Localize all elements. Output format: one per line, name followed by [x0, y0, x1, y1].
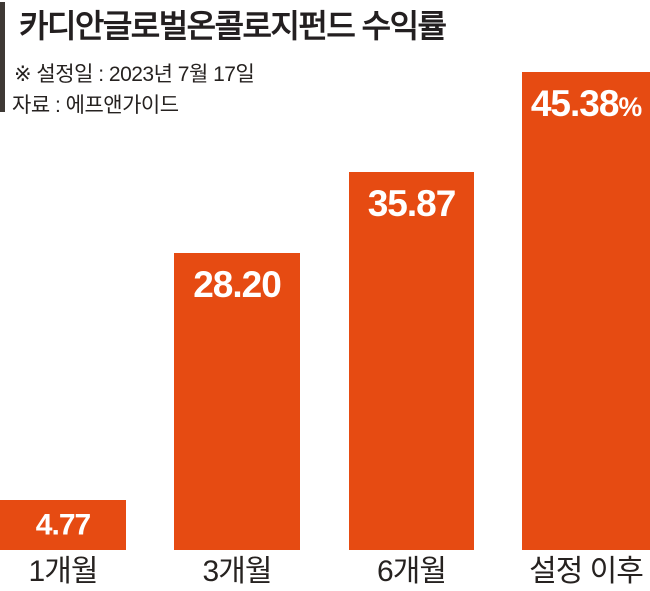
bar: 35.87: [349, 172, 474, 550]
bar-value-number: 4.77: [35, 508, 91, 542]
bar-column-6-month: 35.87 6개월: [349, 0, 474, 591]
x-axis-label: 6개월: [377, 555, 447, 588]
bar-value-number: 28.20: [193, 264, 282, 305]
bar-column-1-month: 4.77 1개월: [0, 0, 126, 591]
title-accent-bar: [0, 2, 5, 112]
percent-suffix: %: [618, 92, 642, 122]
inception-date-note: ※ 설정일 : 2023년 7월 17일: [14, 63, 255, 86]
bar: 4.77: [0, 500, 126, 550]
bar: 28.20: [174, 253, 300, 550]
bar-value-number: 45.38: [530, 83, 620, 124]
bar-value-label: 45.38%: [522, 83, 650, 124]
bar-value-label: 4.77: [0, 509, 126, 541]
bar-value-label: 28.20: [174, 264, 300, 305]
x-axis-label: 1개월: [28, 555, 99, 588]
bar-value-label: 35.87: [349, 183, 474, 224]
bar-value-number: 35.87: [367, 183, 457, 224]
x-axis-label: 설정 이후: [529, 555, 644, 588]
bar-column-3-month: 28.20 3개월: [174, 0, 300, 591]
bar-column-since-inception: 45.38% 설정 이후: [522, 0, 650, 591]
data-source-label: 자료 : 에프앤가이드: [12, 94, 179, 117]
bar: 45.38%: [522, 72, 650, 550]
x-axis-label: 3개월: [202, 555, 273, 588]
chart-title: 카디안글로벌온콜로지펀드 수익률: [19, 8, 447, 44]
